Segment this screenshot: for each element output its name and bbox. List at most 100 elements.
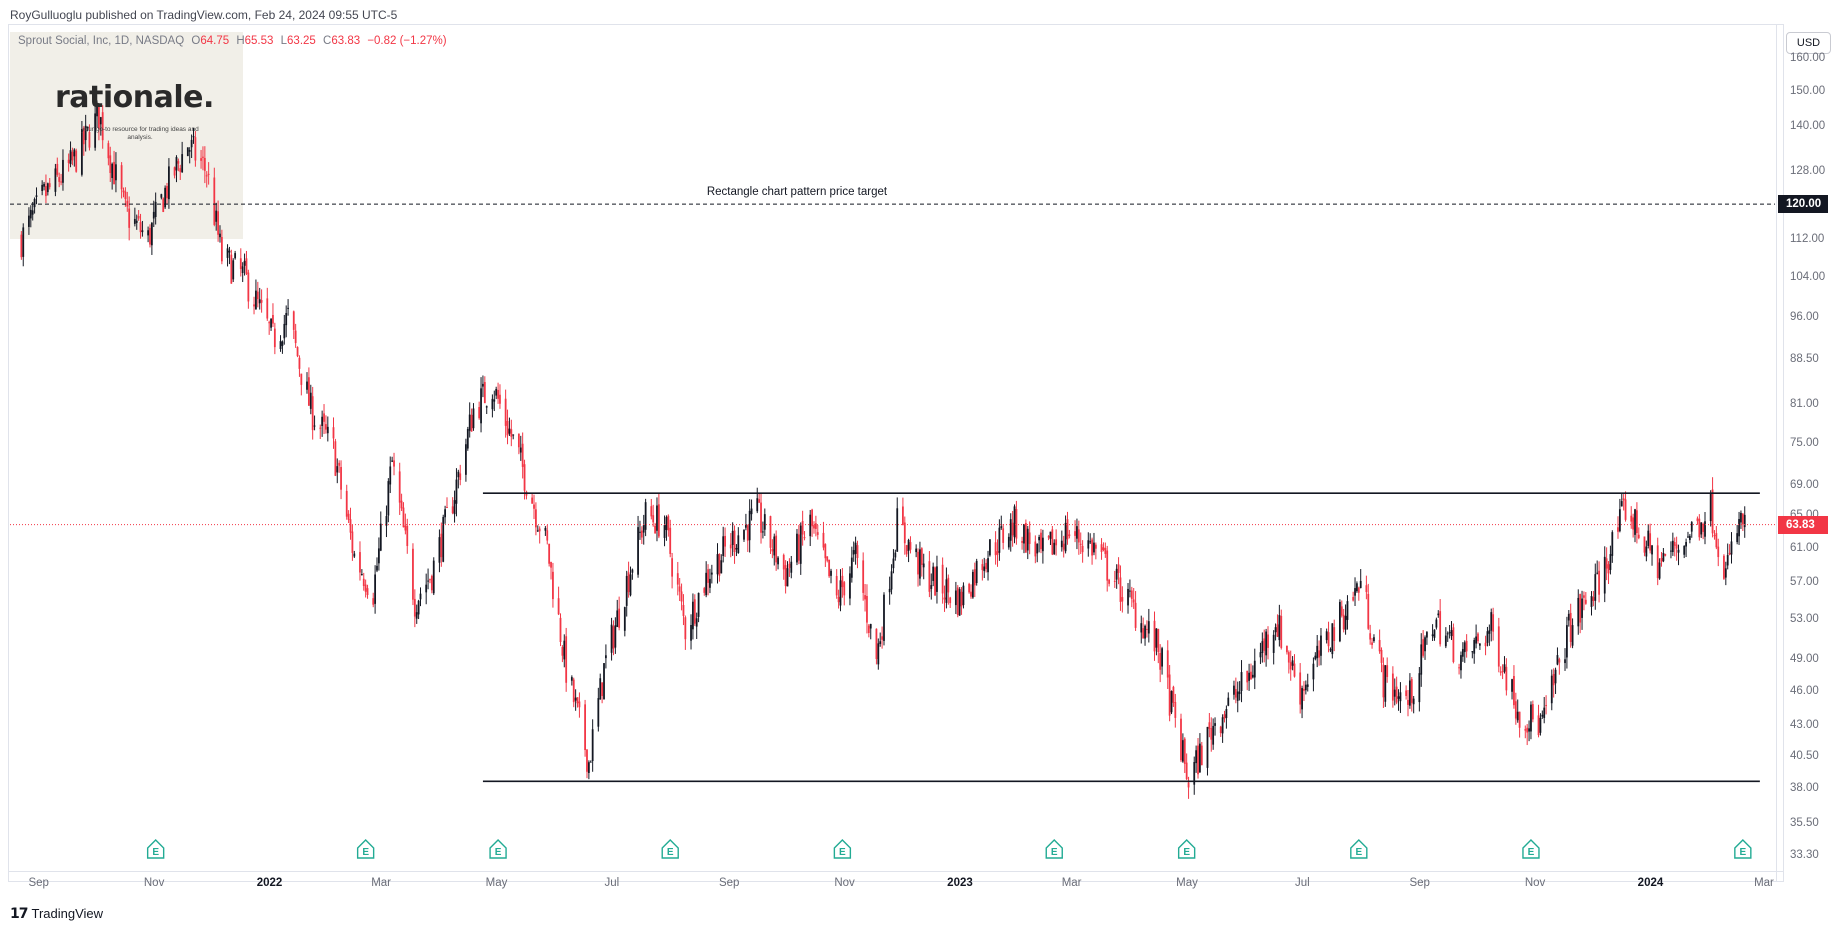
candle <box>338 460 341 473</box>
candle <box>400 493 403 512</box>
candle <box>1541 710 1544 719</box>
candle <box>470 408 473 432</box>
candle <box>538 526 541 544</box>
candle <box>614 617 617 654</box>
candle <box>640 526 643 544</box>
candle <box>1161 646 1163 675</box>
candle <box>1236 681 1239 713</box>
candle <box>629 566 632 597</box>
candle <box>837 589 840 609</box>
candle <box>372 592 375 608</box>
time-tick-label: Sep <box>718 877 740 889</box>
candle <box>1221 714 1224 743</box>
candle <box>1062 535 1065 558</box>
candle <box>671 552 674 589</box>
candle <box>430 574 433 594</box>
candle <box>682 594 685 626</box>
candle <box>697 592 700 623</box>
candle <box>1492 607 1495 641</box>
candle <box>813 521 815 534</box>
candle <box>1276 614 1279 638</box>
candle <box>1195 745 1198 773</box>
candle <box>82 126 85 156</box>
candle <box>499 384 501 409</box>
candle <box>915 544 918 558</box>
candle <box>1632 513 1635 538</box>
candle <box>1617 516 1619 539</box>
candle <box>1651 544 1653 566</box>
candle <box>1119 565 1122 611</box>
candle <box>1395 676 1398 705</box>
candle <box>1132 588 1135 609</box>
candle <box>1049 531 1052 545</box>
candle <box>1212 718 1215 750</box>
candle <box>1134 591 1137 631</box>
price-tick-label: 35.50 <box>1790 816 1819 829</box>
candle <box>665 515 668 541</box>
candle <box>1007 533 1010 550</box>
candle <box>239 248 242 277</box>
candle <box>724 527 726 557</box>
candle <box>194 131 197 167</box>
candle <box>945 567 948 609</box>
candle <box>181 141 184 174</box>
candle <box>625 570 628 617</box>
candle <box>1172 685 1175 707</box>
candle <box>150 221 153 255</box>
candle <box>1157 628 1160 664</box>
candle <box>351 524 354 561</box>
candle <box>101 105 104 149</box>
candle <box>623 606 626 637</box>
candle <box>1418 666 1421 712</box>
candle <box>1373 634 1375 643</box>
candle <box>483 376 486 404</box>
candle <box>1267 626 1269 660</box>
price-tick-label: 128.00 <box>1790 165 1826 178</box>
last-price-badge: 63.83 <box>1778 515 1828 534</box>
price-tick-label: 75.00 <box>1790 436 1819 449</box>
svg-text:E: E <box>1355 847 1362 858</box>
candle <box>1246 670 1249 691</box>
currency-button[interactable]: USD <box>1786 32 1831 54</box>
candle <box>1159 644 1162 683</box>
candle <box>1354 577 1356 606</box>
candle <box>1514 692 1517 725</box>
candle <box>28 207 30 235</box>
candle <box>744 513 747 531</box>
candle <box>258 287 261 310</box>
candle <box>1738 511 1740 545</box>
candle <box>1293 654 1296 678</box>
candle <box>843 580 846 606</box>
candle <box>932 562 935 587</box>
candle <box>1060 530 1063 552</box>
candle <box>389 456 392 494</box>
candle <box>1583 591 1585 611</box>
candle <box>733 525 736 564</box>
candle <box>1647 524 1650 549</box>
candle <box>814 515 817 537</box>
open-value: 64.75 <box>200 35 230 47</box>
candle <box>773 533 776 566</box>
candle <box>1168 665 1171 722</box>
candle <box>994 531 997 565</box>
candle <box>1227 692 1230 707</box>
candle <box>1248 663 1250 691</box>
candle <box>559 613 562 647</box>
candle <box>33 197 36 214</box>
candle <box>255 279 257 310</box>
price-tick-label: 38.00 <box>1790 781 1819 794</box>
candle <box>345 484 348 520</box>
candle <box>478 401 481 420</box>
candle <box>457 469 460 489</box>
candle <box>353 550 356 559</box>
candle <box>440 522 443 567</box>
candle <box>570 675 573 686</box>
candle <box>996 539 999 567</box>
candle <box>881 626 883 649</box>
candle <box>970 584 972 599</box>
candle <box>465 438 467 482</box>
candle <box>113 150 115 185</box>
candle <box>1081 540 1084 563</box>
candle <box>1129 579 1131 598</box>
